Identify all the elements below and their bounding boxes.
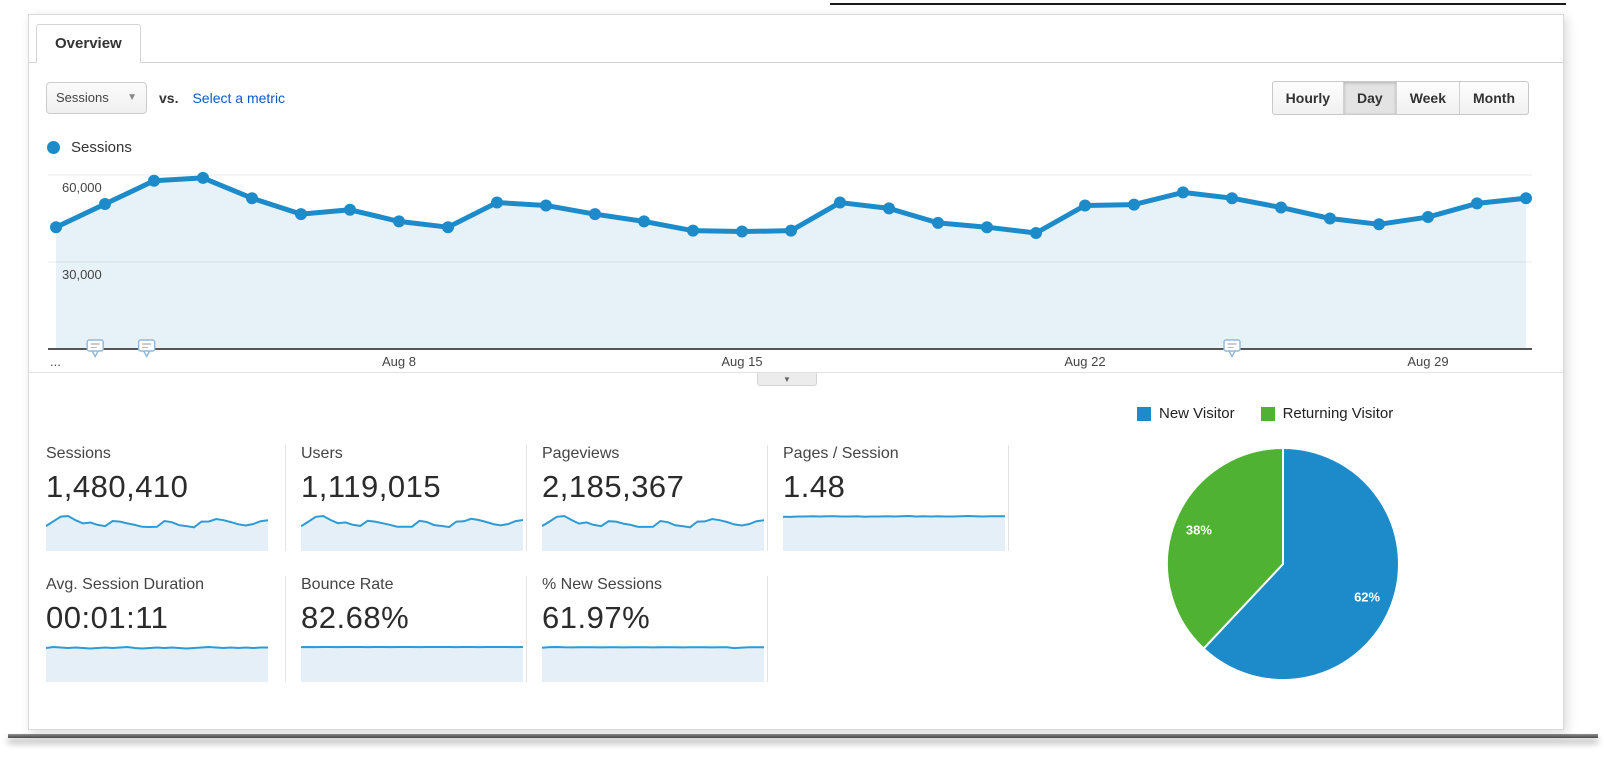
granularity-button-month[interactable]: Month [1459,81,1528,114]
big-chart-legend: Sessions [47,138,1563,156]
metric-sparkline [46,514,268,551]
granularity-button-week[interactable]: Week [1395,81,1459,114]
metric-dropdown-value: Sessions [56,90,109,105]
metric-label: Sessions [46,445,111,462]
metric-label: % New Sessions [542,576,663,593]
granularity-button-group: Hourly Day Week Month [1271,80,1529,115]
metric-sparkline [542,645,764,682]
svg-text:...: ... [50,354,61,369]
visitor-type-block: New Visitor Returning Visitor 62% 38% [1129,405,1559,684]
svg-text:Aug 29: Aug 29 [1407,354,1448,369]
annotation-bubble-icon[interactable] [1223,339,1241,358]
metric-value: 1,480,410 [46,469,189,504]
metric-sparkline [783,514,1005,551]
metric-label: Pageviews [542,445,620,462]
pie-legend-item-returning-visitor: Returning Visitor [1260,405,1394,422]
metric-value: 82.68% [301,600,410,635]
metric-card-pageviews: Pageviews 2,185,367 [527,445,768,551]
svg-text:30,000: 30,000 [62,267,102,282]
tab-overview[interactable]: Overview [36,24,141,63]
metric-label: Avg. Session Duration [46,576,205,593]
analytics-overview-panel: Overview Sessions ▼ vs. Select a metric … [28,14,1564,730]
metric-label: Bounce Rate [301,576,394,593]
chart-collapse-divider: ▼ [29,372,1563,386]
screenshot-frame-top-edge [830,3,1566,5]
metric-sparkline [301,514,523,551]
metric-cards: Sessions 1,480,410 Users 1,119,015 Pagev… [46,445,1086,707]
select-a-metric-link[interactable]: Select a metric [192,89,286,106]
metric-card-users: Users 1,119,015 [286,445,527,551]
metric-card-new-sessions: % New Sessions 61.97% [527,576,768,682]
svg-text:62%: 62% [1354,589,1380,604]
annotation-bubble-icon[interactable] [137,339,156,358]
svg-text:38%: 38% [1186,523,1212,538]
visitor-type-pie-chart: 62% 38% [1166,446,1400,681]
metric-sparkline [301,645,523,682]
metric-card-avg-session-duration: Avg. Session Duration 00:01:11 [46,576,286,682]
pie-legend-item-new-visitor: New Visitor [1137,405,1235,422]
sessions-legend-label: Sessions [71,138,132,156]
metric-card-bounce-rate: Bounce Rate 82.68% [286,576,527,682]
granularity-button-hourly[interactable]: Hourly [1285,89,1330,106]
svg-text:Aug 22: Aug 22 [1064,354,1105,369]
new-visitor-label: New Visitor [1159,405,1235,422]
metric-value: 00:01:11 [46,600,169,635]
metric-sparkline [542,514,764,551]
new-visitor-swatch-icon [1137,406,1151,421]
annotation-bubble-icon[interactable] [86,339,104,358]
metric-sparkline [46,645,268,682]
screenshot-frame-bottom-edge [8,734,1598,738]
metric-selector-group: Sessions ▼ vs. Select a metric [46,81,286,114]
pie-legend: New Visitor Returning Visitor [1129,405,1559,422]
metric-value: 1.48 [783,469,846,504]
pie-slice-1 [1166,446,1284,651]
chart-toolbar: Sessions ▼ vs. Select a metric Hourly Da… [46,80,1529,115]
metric-value: 1,119,015 [301,469,442,504]
chart-collapse-handle[interactable]: ▼ [757,373,817,386]
sessions-legend-dot-icon [47,140,60,154]
svg-text:60,000: 60,000 [62,180,102,195]
returning-visitor-swatch-icon [1260,406,1275,421]
chevron-down-icon: ▼ [127,92,137,103]
metric-card-row: Avg. Session Duration 00:01:11 Bounce Ra… [46,576,1086,682]
returning-visitor-label: Returning Visitor [1282,405,1394,422]
metric-label: Pages / Session [783,445,899,462]
sessions-line-chart[interactable]: 30,000 60,000... Aug 8 Aug 15 Aug 22 Aug 29 [40,155,1550,370]
metric-value: 2,185,367 [542,469,685,504]
metric-label: Users [301,445,343,462]
metric-card-row: Sessions 1,480,410 Users 1,119,015 Pagev… [46,445,1086,551]
metric-value: 61.97% [542,600,651,635]
metric-card-pages-per-session: Pages / Session 1.48 [768,445,1009,551]
granularity-button-day[interactable]: Day [1343,81,1396,114]
tab-bar: Overview [29,15,1563,63]
pie-slice-0 [1202,446,1400,681]
metric-dropdown[interactable]: Sessions ▼ [46,81,147,114]
svg-text:Aug 15: Aug 15 [721,354,762,369]
vs-label: vs. [159,89,179,106]
metric-card-sessions: Sessions 1,480,410 [46,445,286,551]
svg-text:Aug 8: Aug 8 [382,354,416,369]
